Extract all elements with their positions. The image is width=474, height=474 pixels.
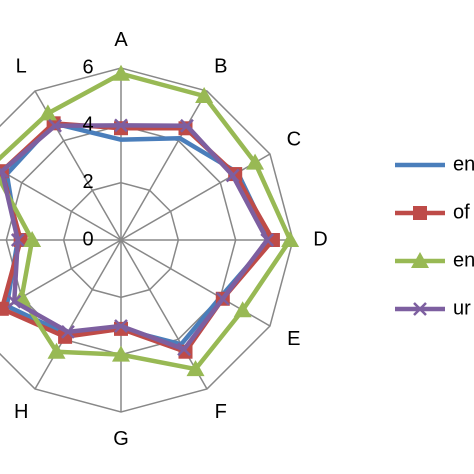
marker <box>7 294 22 309</box>
marker <box>195 87 214 104</box>
marker <box>114 319 128 333</box>
marker <box>61 324 75 339</box>
marker <box>281 231 300 247</box>
category-label: F <box>215 401 227 423</box>
spoke <box>120 90 208 241</box>
marker <box>177 342 191 357</box>
spoke <box>0 169 122 241</box>
category-label: E <box>287 328 300 350</box>
marker <box>233 301 252 318</box>
marker <box>260 233 275 247</box>
category-label: B <box>214 55 227 77</box>
marker <box>215 291 230 306</box>
marker <box>186 360 205 377</box>
marker <box>0 164 9 179</box>
marker <box>112 345 130 362</box>
spoke <box>0 239 122 311</box>
marker <box>411 252 429 268</box>
marker <box>112 64 130 81</box>
r-tick-label: 6 <box>82 56 93 78</box>
marker <box>38 104 57 121</box>
category-label: C <box>287 129 301 151</box>
marker <box>48 118 62 133</box>
marker <box>246 153 265 170</box>
grid-ring <box>0 67 294 413</box>
marker <box>114 118 128 133</box>
category-label: L <box>16 55 27 77</box>
marker <box>413 302 427 316</box>
marker <box>180 118 194 133</box>
category-label: G <box>113 428 129 450</box>
r-tick-label: 2 <box>82 171 93 193</box>
series-line <box>4 121 273 347</box>
marker <box>413 206 427 220</box>
marker <box>225 168 240 183</box>
spoke <box>120 239 208 390</box>
r-tick-label: 4 <box>82 114 93 136</box>
grid-ring <box>62 181 180 299</box>
category-label: D <box>313 228 327 250</box>
spoke <box>120 153 271 241</box>
marker <box>0 301 9 316</box>
marker <box>10 233 25 247</box>
legend-label: of <box>453 201 470 223</box>
legend-label: ur <box>453 297 471 319</box>
legend-label: en <box>453 249 474 271</box>
legend-label: en <box>453 153 474 175</box>
r-tick-label: 0 <box>82 228 93 250</box>
series-line <box>0 123 270 352</box>
category-label: H <box>14 401 28 423</box>
category-label: A <box>114 29 128 51</box>
marker <box>47 342 66 359</box>
marker <box>23 231 42 247</box>
spoke <box>34 239 122 390</box>
